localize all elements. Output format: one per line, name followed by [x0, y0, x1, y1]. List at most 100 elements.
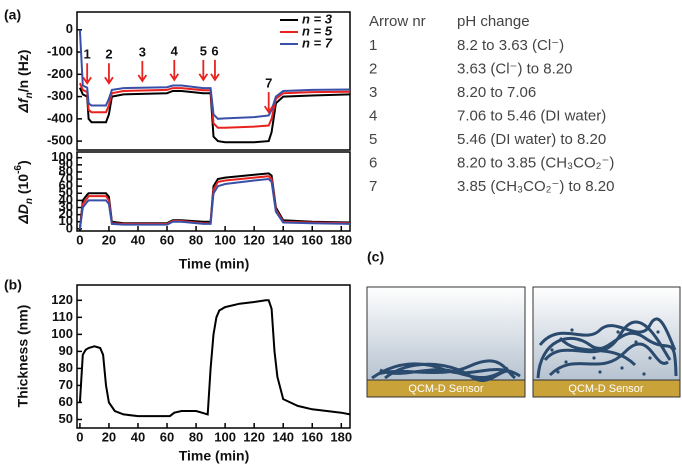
- table-header: pH change: [457, 13, 530, 30]
- polymer: [371, 359, 521, 382]
- arrow: [169, 59, 180, 82]
- arrow: [82, 63, 92, 85]
- sensor-label: QCM-D Sensor: [408, 383, 484, 395]
- x-tick-label: 60: [160, 232, 174, 247]
- label-part: ): [15, 160, 31, 165]
- y-tick-label: 70: [59, 377, 73, 392]
- label-part: Δf: [15, 97, 31, 113]
- label-part: n: [24, 198, 35, 204]
- x-tick-label: 120: [243, 232, 265, 247]
- label-part: n: [24, 92, 35, 98]
- x-tick-label: 0: [76, 232, 83, 247]
- x-tick-label: 40: [131, 232, 145, 247]
- x-tick-label: 20: [102, 232, 116, 247]
- y-axis-label: Δfn/n (Hz): [15, 50, 35, 114]
- x-tick-label: 120: [243, 429, 265, 444]
- table-cell: 5.46 (DI water) to 8.20: [457, 131, 606, 148]
- y-tick-label: 0: [66, 220, 73, 235]
- x-tick-label: 160: [301, 232, 323, 247]
- y-tick-label: -500: [47, 133, 73, 148]
- y-tick-label: -200: [47, 66, 73, 81]
- sensor-diagram: QCM-D Sensor QCM-D Sensor: [366, 286, 681, 398]
- arrow: [210, 59, 220, 82]
- plot-frame: [76, 284, 351, 429]
- y-tick-label: 0: [66, 21, 73, 36]
- y-tick-label: 50: [59, 185, 73, 200]
- table-cell: 3.63 (Cl⁻) to 8.20: [457, 60, 572, 77]
- sensor-label: QCM-D Sensor: [568, 383, 644, 395]
- y-tick-label: 80: [59, 163, 73, 178]
- sensor: [366, 379, 526, 398]
- y-tick-label: 90: [59, 156, 73, 171]
- annotation: 5: [200, 43, 207, 58]
- y-tick-label: 60: [59, 178, 73, 193]
- polymer: [536, 317, 678, 379]
- y-tick-label: 100: [51, 149, 73, 164]
- annotation: 1: [84, 47, 91, 62]
- annotation: 3: [139, 44, 146, 59]
- y-tick-label: -300: [47, 88, 73, 103]
- table-cell: 8.2 to 3.63 (Cl⁻): [457, 37, 564, 54]
- x-axis-label: Time (min): [179, 448, 250, 464]
- x-tick-label: 40: [131, 429, 145, 444]
- label-part: -6: [13, 165, 24, 174]
- table-cell: 5: [369, 131, 377, 148]
- x-tick-label: 80: [189, 232, 203, 247]
- legend-label: n = 7: [302, 35, 333, 50]
- x-tick-label: 100: [214, 232, 236, 247]
- x-axis-label: Time (min): [179, 256, 250, 272]
- plot-frame: [76, 151, 351, 232]
- arrow: [198, 59, 209, 82]
- data-line: [78, 299, 351, 418]
- x-tick-label: 140: [272, 429, 294, 444]
- table-cell: 8.20 to 7.06: [457, 84, 536, 101]
- annotation: 4: [171, 43, 179, 58]
- table-header: Arrow nr: [369, 13, 426, 30]
- table-cell: 1: [369, 37, 377, 54]
- table-cell: 2: [369, 60, 377, 77]
- y-tick-label: 10: [59, 213, 73, 228]
- y-tick-label: -400: [47, 110, 73, 125]
- y-tick-label: 70: [59, 170, 73, 185]
- table-cell: 3: [369, 84, 377, 101]
- arrow: [137, 61, 148, 83]
- y-axis-label: Thickness (nm): [15, 305, 31, 408]
- label-part: /n (Hz): [15, 50, 31, 93]
- data-line: [78, 87, 351, 144]
- table-cell: 7.06 to 5.46 (DI water): [457, 107, 606, 124]
- legend-label: n = 5: [302, 23, 333, 38]
- y-tick-label: -100: [47, 44, 73, 59]
- panel-label: (a): [4, 7, 21, 23]
- x-tick-label: 80: [189, 429, 203, 444]
- table-cell: 6: [369, 154, 377, 171]
- x-tick-label: 160: [301, 429, 323, 444]
- y-tick-label: 60: [59, 394, 73, 409]
- x-tick-label: 140: [272, 232, 294, 247]
- label-part: ΔD: [15, 204, 31, 225]
- data-line: [78, 177, 351, 230]
- y-tick-label: 20: [59, 206, 73, 221]
- y-tick-label: 120: [51, 292, 73, 307]
- data-line: [78, 172, 351, 230]
- y-tick-label: 100: [51, 326, 73, 341]
- y-axis-label: ΔDn (10-6): [13, 160, 35, 224]
- plot-frame: [76, 11, 351, 151]
- table-cell: 8.20 to 3.85 (CH₃CO₂⁻): [457, 154, 614, 171]
- sensor: [532, 379, 681, 398]
- x-tick-label: 60: [160, 429, 174, 444]
- x-tick-label: 180: [330, 429, 352, 444]
- arrow: [104, 63, 114, 85]
- annotation: 6: [211, 43, 218, 58]
- annotation: 7: [265, 76, 272, 91]
- y-tick-label: 30: [59, 199, 73, 214]
- legend-label: n = 3: [302, 11, 333, 26]
- arrow: [263, 92, 274, 114]
- label-part: (10: [15, 174, 31, 198]
- y-tick-label: 90: [59, 343, 73, 358]
- annotation: 2: [105, 47, 112, 62]
- x-tick-label: 180: [330, 232, 352, 247]
- data-line: [78, 82, 351, 129]
- y-tick-label: 50: [59, 411, 73, 426]
